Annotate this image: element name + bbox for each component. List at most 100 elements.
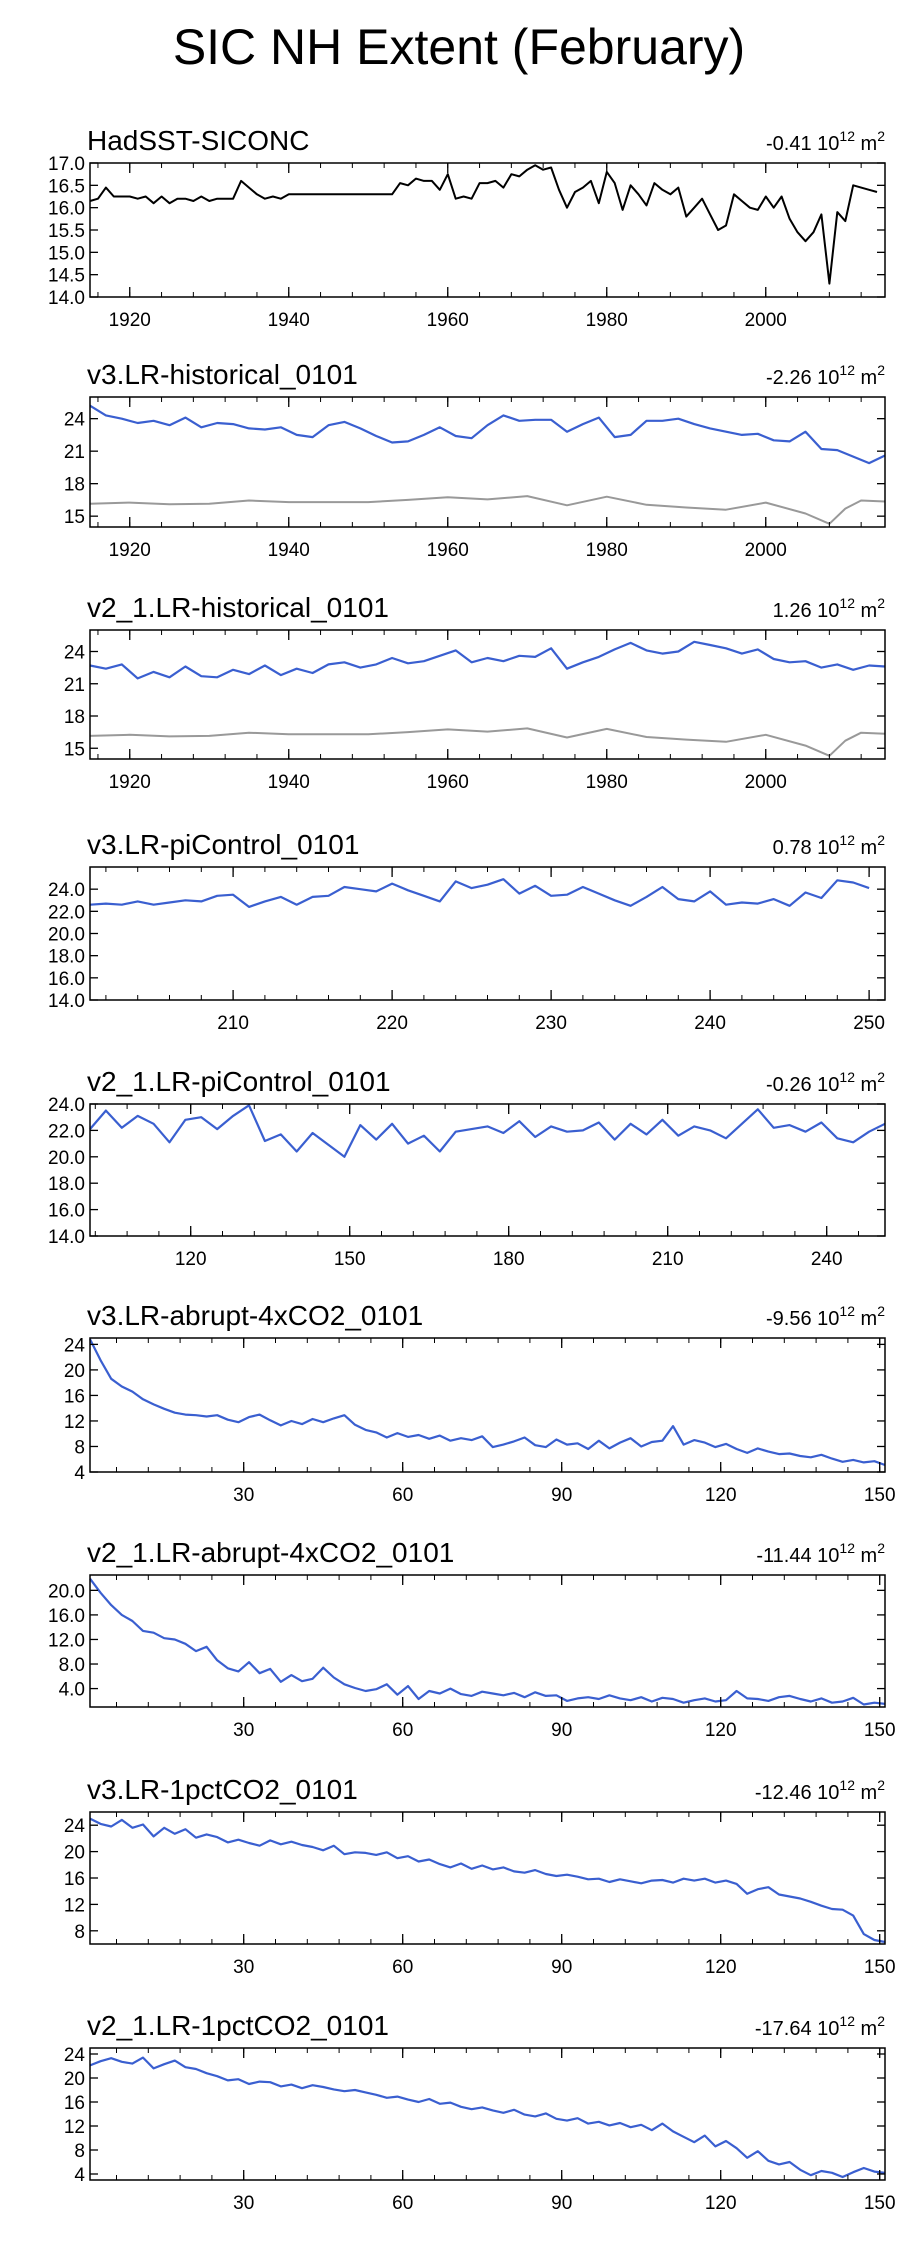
y-tick-label: 16.0 xyxy=(48,199,85,220)
chart-panel: v2_1.LR-historical_0101 1.26 1012 m2 15 18 2… xyxy=(64,592,886,793)
trend-annotation: -0.41 1012 m2 xyxy=(766,128,885,155)
panel-title: v2_1.LR-historical_0101 xyxy=(87,592,389,623)
plot-frame xyxy=(89,2047,886,2181)
trend-annotation: 1.26 1012 m2 xyxy=(773,595,886,622)
x-tick-label: 150 xyxy=(864,1485,896,1506)
x-tick-label: 1920 xyxy=(109,540,151,561)
y-tick-label: 24.0 xyxy=(48,880,85,901)
x-tick-label: 60 xyxy=(392,1720,413,1741)
y-tick-label: 24 xyxy=(64,643,86,664)
y-tick-label: 18.0 xyxy=(48,1174,85,1195)
y-tick-label: 14.0 xyxy=(48,1227,85,1248)
x-tick-label: 90 xyxy=(551,1720,572,1741)
x-tick-label: 210 xyxy=(217,1013,249,1034)
y-tick-label: 8.0 xyxy=(59,1655,85,1676)
x-tick-label: 60 xyxy=(392,1485,413,1506)
trend-annotation: -0.26 1012 m2 xyxy=(766,1069,885,1096)
trend-annotation: -17.64 1012 m2 xyxy=(755,2013,885,2040)
y-tick-label: 16.0 xyxy=(48,1201,85,1222)
y-tick-label: 20 xyxy=(64,1361,85,1382)
panel-title: v3.LR-1pctCO2_0101 xyxy=(87,1774,358,1805)
x-tick-label: 2000 xyxy=(745,310,787,331)
series-line-model xyxy=(89,2056,886,2179)
x-tick-label: 2000 xyxy=(745,772,787,793)
trend-annotation: -9.56 1012 m2 xyxy=(766,1303,885,1330)
y-tick-label: 22.0 xyxy=(48,1121,85,1142)
panel-title: v2_1.LR-piControl_0101 xyxy=(87,1066,391,1097)
y-tick-label: 12 xyxy=(64,2117,85,2138)
x-tick-label: 60 xyxy=(392,1957,413,1978)
plot-frame xyxy=(89,1574,886,1708)
y-tick-label: 4 xyxy=(74,1463,85,1484)
series-line-model xyxy=(89,1338,886,1467)
panel-title: v2_1.LR-1pctCO2_0101 xyxy=(87,2010,389,2041)
plot-frame xyxy=(89,1811,886,1945)
x-tick-label: 30 xyxy=(233,1957,254,1978)
y-tick-label: 21 xyxy=(64,675,85,696)
series-line-model xyxy=(89,640,886,680)
x-tick-label: 150 xyxy=(334,1249,366,1270)
x-tick-label: 150 xyxy=(864,1957,896,1978)
x-tick-label: 90 xyxy=(551,1957,572,1978)
x-tick-label: 250 xyxy=(853,1013,885,1034)
y-tick-label: 22.0 xyxy=(48,902,85,923)
y-tick-label: 18 xyxy=(64,475,85,496)
y-tick-label: 16 xyxy=(64,2093,85,2114)
x-tick-label: 180 xyxy=(493,1249,525,1270)
x-tick-label: 240 xyxy=(811,1249,843,1270)
y-tick-label: 15 xyxy=(64,507,85,528)
chart-panel: v2_1.LR-1pctCO2_0101 -17.64 1012 m2 4 8 12 16… xyxy=(64,2010,896,2214)
panel-title: v3.LR-piControl_0101 xyxy=(87,829,359,860)
x-tick-label: 1980 xyxy=(586,310,628,331)
y-tick-label: 8 xyxy=(74,1437,85,1458)
series-line-observed xyxy=(89,164,878,285)
trend-annotation: 0.78 1012 m2 xyxy=(773,832,886,859)
plot-frame xyxy=(89,629,886,760)
panel-title: HadSST-SICONC xyxy=(87,125,310,156)
x-tick-label: 30 xyxy=(233,1485,254,1506)
x-tick-label: 1920 xyxy=(109,310,151,331)
y-tick-label: 12.0 xyxy=(48,1630,85,1651)
y-tick-label: 12 xyxy=(64,1412,85,1433)
page-title: SIC NH Extent (February) xyxy=(172,19,746,75)
series-line-model xyxy=(89,1104,886,1158)
chart-panel: v3.LR-1pctCO2_0101 -12.46 1012 m2 8 12 16 20 2… xyxy=(64,1774,896,1978)
chart-panel: HadSST-SICONC -0.41 1012 m2 14.014.515.015… xyxy=(48,125,886,331)
x-tick-label: 90 xyxy=(551,2193,572,2214)
x-tick-label: 60 xyxy=(392,2193,413,2214)
y-tick-label: 24 xyxy=(64,1335,86,1356)
x-tick-label: 1920 xyxy=(109,772,151,793)
trend-annotation: -12.46 1012 m2 xyxy=(755,1777,885,1804)
y-tick-label: 20.0 xyxy=(48,1148,85,1169)
x-tick-label: 120 xyxy=(705,1485,737,1506)
y-tick-label: 16 xyxy=(64,1869,85,1890)
y-tick-label: 14.5 xyxy=(48,266,85,287)
series-line-reference xyxy=(89,495,886,525)
x-tick-label: 30 xyxy=(233,1720,254,1741)
x-tick-label: 1940 xyxy=(268,310,310,331)
y-tick-label: 21 xyxy=(64,442,85,463)
y-tick-label: 14.0 xyxy=(48,991,85,1012)
x-tick-label: 120 xyxy=(705,1957,737,1978)
x-tick-label: 240 xyxy=(694,1013,726,1034)
y-tick-label: 16.0 xyxy=(48,1606,85,1627)
x-tick-label: 2000 xyxy=(745,540,787,561)
y-tick-label: 8 xyxy=(74,1922,85,1943)
x-tick-label: 30 xyxy=(233,2193,254,2214)
y-tick-label: 16.0 xyxy=(48,969,85,990)
y-tick-label: 17.0 xyxy=(48,154,85,175)
y-tick-label: 24 xyxy=(64,1816,86,1837)
chart-panel: v3.LR-piControl_0101 0.78 1012 m2 14.016.0… xyxy=(48,829,886,1034)
x-tick-label: 1940 xyxy=(268,772,310,793)
x-tick-label: 150 xyxy=(864,2193,896,2214)
y-tick-label: 4.0 xyxy=(59,1680,85,1701)
y-tick-label: 24.0 xyxy=(48,1095,85,1116)
y-tick-label: 24 xyxy=(64,410,86,431)
series-line-model xyxy=(89,1578,886,1706)
plot-frame xyxy=(89,1337,886,1473)
chart-panel: v2_1.LR-abrupt-4xCO2_0101 -11.44 1012 m2 4… xyxy=(48,1537,896,1741)
y-tick-label: 16 xyxy=(64,1386,85,1407)
x-tick-label: 1980 xyxy=(586,772,628,793)
series-line-reference xyxy=(89,727,886,757)
